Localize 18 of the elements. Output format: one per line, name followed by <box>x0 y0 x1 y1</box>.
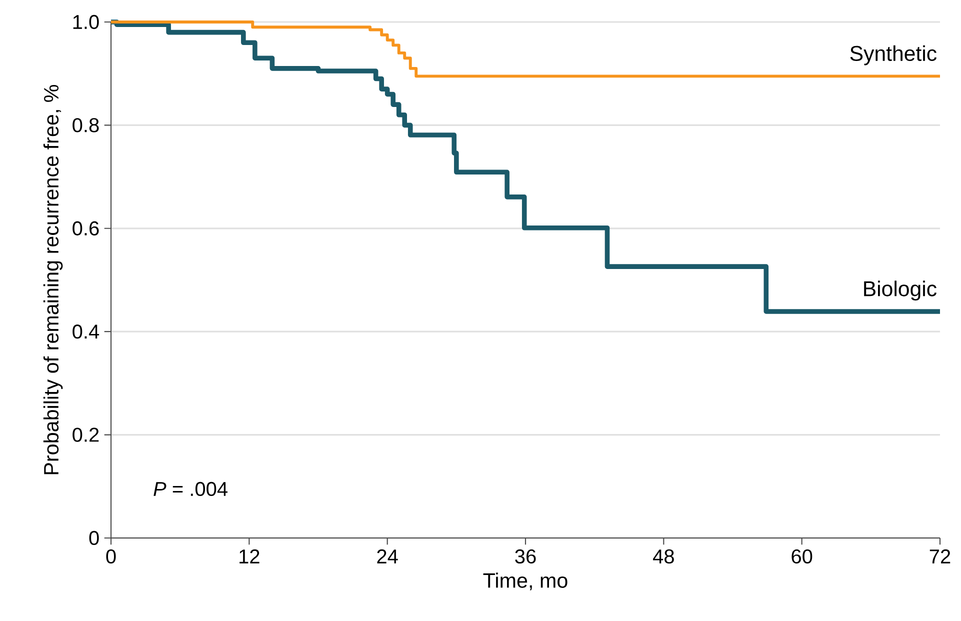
y-tick-label: 1.0 <box>73 14 99 30</box>
y-axis-title: Probability of remaining recurrence free, % <box>43 84 63 474</box>
x-axis-title: Time, mo <box>483 572 568 590</box>
x-tick-label: 72 <box>930 549 950 564</box>
y-tick-label: 0 <box>89 530 99 546</box>
series-label: Synthetic <box>850 45 936 66</box>
y-tick-label: 0.2 <box>72 428 99 442</box>
series-label: Biologic <box>864 280 936 301</box>
x-tick-label: 36 <box>515 549 536 564</box>
x-tick-label: 48 <box>653 549 674 564</box>
y-tick-label: 0.8 <box>72 118 99 132</box>
annotation: P = .004 <box>154 482 228 496</box>
x-tick-label: 60 <box>792 549 812 564</box>
x-tick-label: 24 <box>377 549 398 564</box>
y-tick-label: 0.6 <box>72 221 99 236</box>
y-tick-label: 0.4 <box>72 324 100 339</box>
x-tick-label: 12 <box>240 549 260 564</box>
x-tick-label: 0 <box>106 549 116 564</box>
